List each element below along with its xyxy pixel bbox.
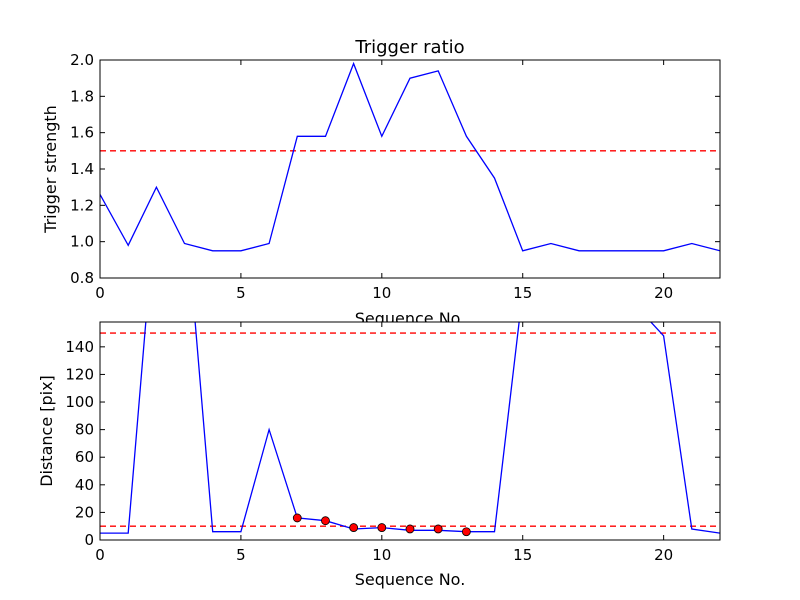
top-subplot: 0 5 10 15 20 0.8 1.0 1.2 1.4 1.6 1.8 2.0 Trigger ra… (41, 37, 721, 328)
bottom-x-tick-label: 0 (95, 546, 105, 564)
top-x-tick-label: 5 (236, 284, 246, 302)
bottom-x-tick-label: 20 (654, 546, 673, 564)
bottom-x-tick-label: 15 (513, 546, 532, 564)
bottom-y-tick-label: 140 (65, 338, 94, 356)
top-x-tick-label: 15 (513, 284, 532, 302)
bottom-y-axis-label: Distance [pix] (37, 375, 56, 487)
top-y-tick-label: 0.8 (70, 269, 94, 287)
top-x-tick-label: 20 (654, 284, 673, 302)
bottom-axis-ticks: 0 5 10 15 20 0 20 40 60 80 100 120 140 (65, 322, 720, 564)
highlighted-markers (292, 513, 471, 537)
highlighted-point (321, 516, 330, 526)
top-y-tick-label: 1.0 (70, 233, 94, 251)
top-y-tick-label: 1.4 (70, 160, 94, 178)
trigger-strength-line (100, 61, 720, 252)
bottom-y-tick-label: 100 (65, 393, 94, 411)
top-y-tick-label: 1.2 (70, 196, 94, 214)
highlighted-point (433, 524, 443, 534)
bottom-axes-frame (99, 321, 721, 541)
bottom-y-tick-label: 80 (75, 421, 94, 439)
bottom-y-tick-label: 60 (75, 448, 94, 466)
highlighted-point (461, 527, 471, 537)
top-y-tick-label: 1.8 (70, 87, 94, 105)
bottom-plot-content (100, 322, 720, 537)
bottom-plot-area (100, 322, 720, 540)
top-y-tick-label: 2.0 (70, 51, 94, 69)
bottom-x-tick-label: 10 (372, 546, 391, 564)
bottom-y-tick-label: 0 (84, 531, 94, 549)
top-y-tick-label: 1.6 (70, 124, 94, 142)
bottom-y-tick-label: 20 (75, 503, 94, 521)
top-plot-area (100, 60, 720, 278)
bottom-y-tick-label: 40 (75, 476, 94, 494)
top-axis-ticks: 0 5 10 15 20 0.8 1.0 1.2 1.4 1.6 1.8 2.0 (70, 51, 720, 302)
top-x-tick-label: 10 (372, 284, 391, 302)
top-chart-title: Trigger ratio (354, 37, 464, 58)
bottom-x-axis-label: Sequence No. (355, 570, 466, 589)
highlighted-point (349, 523, 359, 532)
top-y-axis-label: Trigger strength (41, 105, 60, 234)
bottom-x-tick-label: 5 (236, 546, 246, 564)
highlighted-point (377, 523, 387, 532)
bottom-y-tick-label: 120 (65, 365, 94, 383)
top-plot-content (100, 61, 720, 252)
top-x-tick-label: 0 (95, 284, 105, 302)
highlighted-point (405, 524, 415, 534)
highlighted-point (292, 513, 302, 523)
